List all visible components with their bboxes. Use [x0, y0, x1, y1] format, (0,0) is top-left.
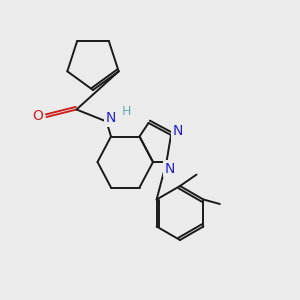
- Text: N: N: [164, 162, 175, 176]
- Text: N: N: [172, 124, 183, 138]
- Text: N: N: [106, 111, 116, 125]
- Text: H: H: [122, 105, 132, 119]
- Text: O: O: [32, 109, 43, 122]
